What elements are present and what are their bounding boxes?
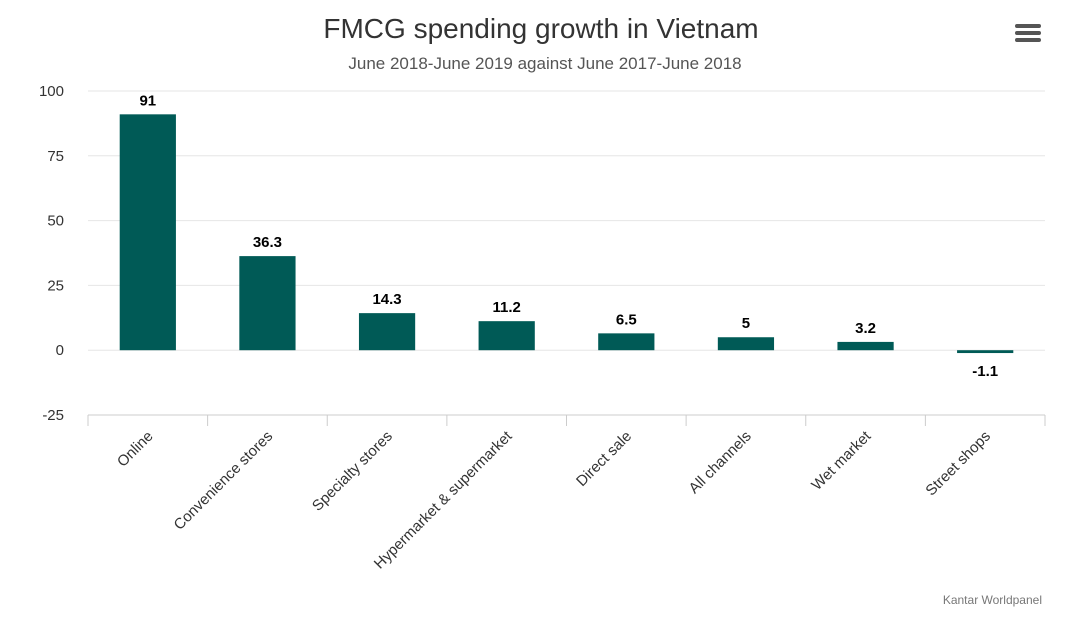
data-label: -1.1 xyxy=(972,363,998,380)
data-label: 36.3 xyxy=(253,234,282,251)
bar-direct-sale[interactable] xyxy=(598,333,655,351)
bar-specialty-stores[interactable] xyxy=(358,313,416,351)
data-label: 3.2 xyxy=(855,320,876,337)
x-tick-label: Direct sale xyxy=(573,428,635,490)
bar-hypermarket-supermarket[interactable] xyxy=(478,321,535,351)
y-tick-label: -25 xyxy=(42,407,64,424)
menu-line xyxy=(1015,38,1041,42)
y-tick-label: 25 xyxy=(47,277,64,294)
gridlines xyxy=(88,90,1045,416)
y-tick-label: 0 xyxy=(56,342,64,359)
x-tick-label: All channels xyxy=(686,428,755,497)
x-tick-label: Convenience stores xyxy=(170,428,276,534)
x-tick-label: Wet market xyxy=(808,427,875,494)
y-axis: -25 0 25 50 75 100 xyxy=(39,83,64,424)
y-tick-label: 50 xyxy=(47,213,64,230)
data-label: 5 xyxy=(742,315,750,332)
data-labels: 91 36.3 14.3 11.2 6.5 5 3.2 -1.1 xyxy=(139,92,998,380)
x-tick-label: Online xyxy=(114,428,157,471)
bar-all-channels[interactable] xyxy=(717,337,775,351)
hamburger-menu-icon[interactable] xyxy=(1012,22,1044,48)
x-tick-label: Hypermarket & supermarket xyxy=(371,427,516,572)
x-tick-label: Street shops xyxy=(922,428,994,500)
y-tick-label: 75 xyxy=(47,148,64,165)
bar-wet-market[interactable] xyxy=(837,341,894,351)
chart-credits[interactable]: Kantar Worldpanel xyxy=(943,593,1042,607)
data-label: 14.3 xyxy=(372,291,401,308)
data-label: 91 xyxy=(139,92,156,109)
menu-line xyxy=(1015,24,1041,28)
bars xyxy=(119,114,1014,354)
x-axis: Online Convenience stores Specialty stores… xyxy=(87,415,1046,572)
x-tick-label: Specialty stores xyxy=(309,428,396,515)
menu-line xyxy=(1015,31,1041,35)
y-tick-label: 100 xyxy=(39,83,64,100)
data-label: 11.2 xyxy=(493,299,521,316)
bar-convenience-stores[interactable] xyxy=(239,256,296,351)
chart-subtitle: June 2018-June 2019 against June 2017-Ju… xyxy=(348,54,741,73)
data-label: 6.5 xyxy=(616,311,637,328)
bar-street-shops[interactable] xyxy=(957,350,1014,354)
chart-title: FMCG spending growth in Vietnam xyxy=(323,13,758,44)
bar-online[interactable] xyxy=(119,114,176,351)
